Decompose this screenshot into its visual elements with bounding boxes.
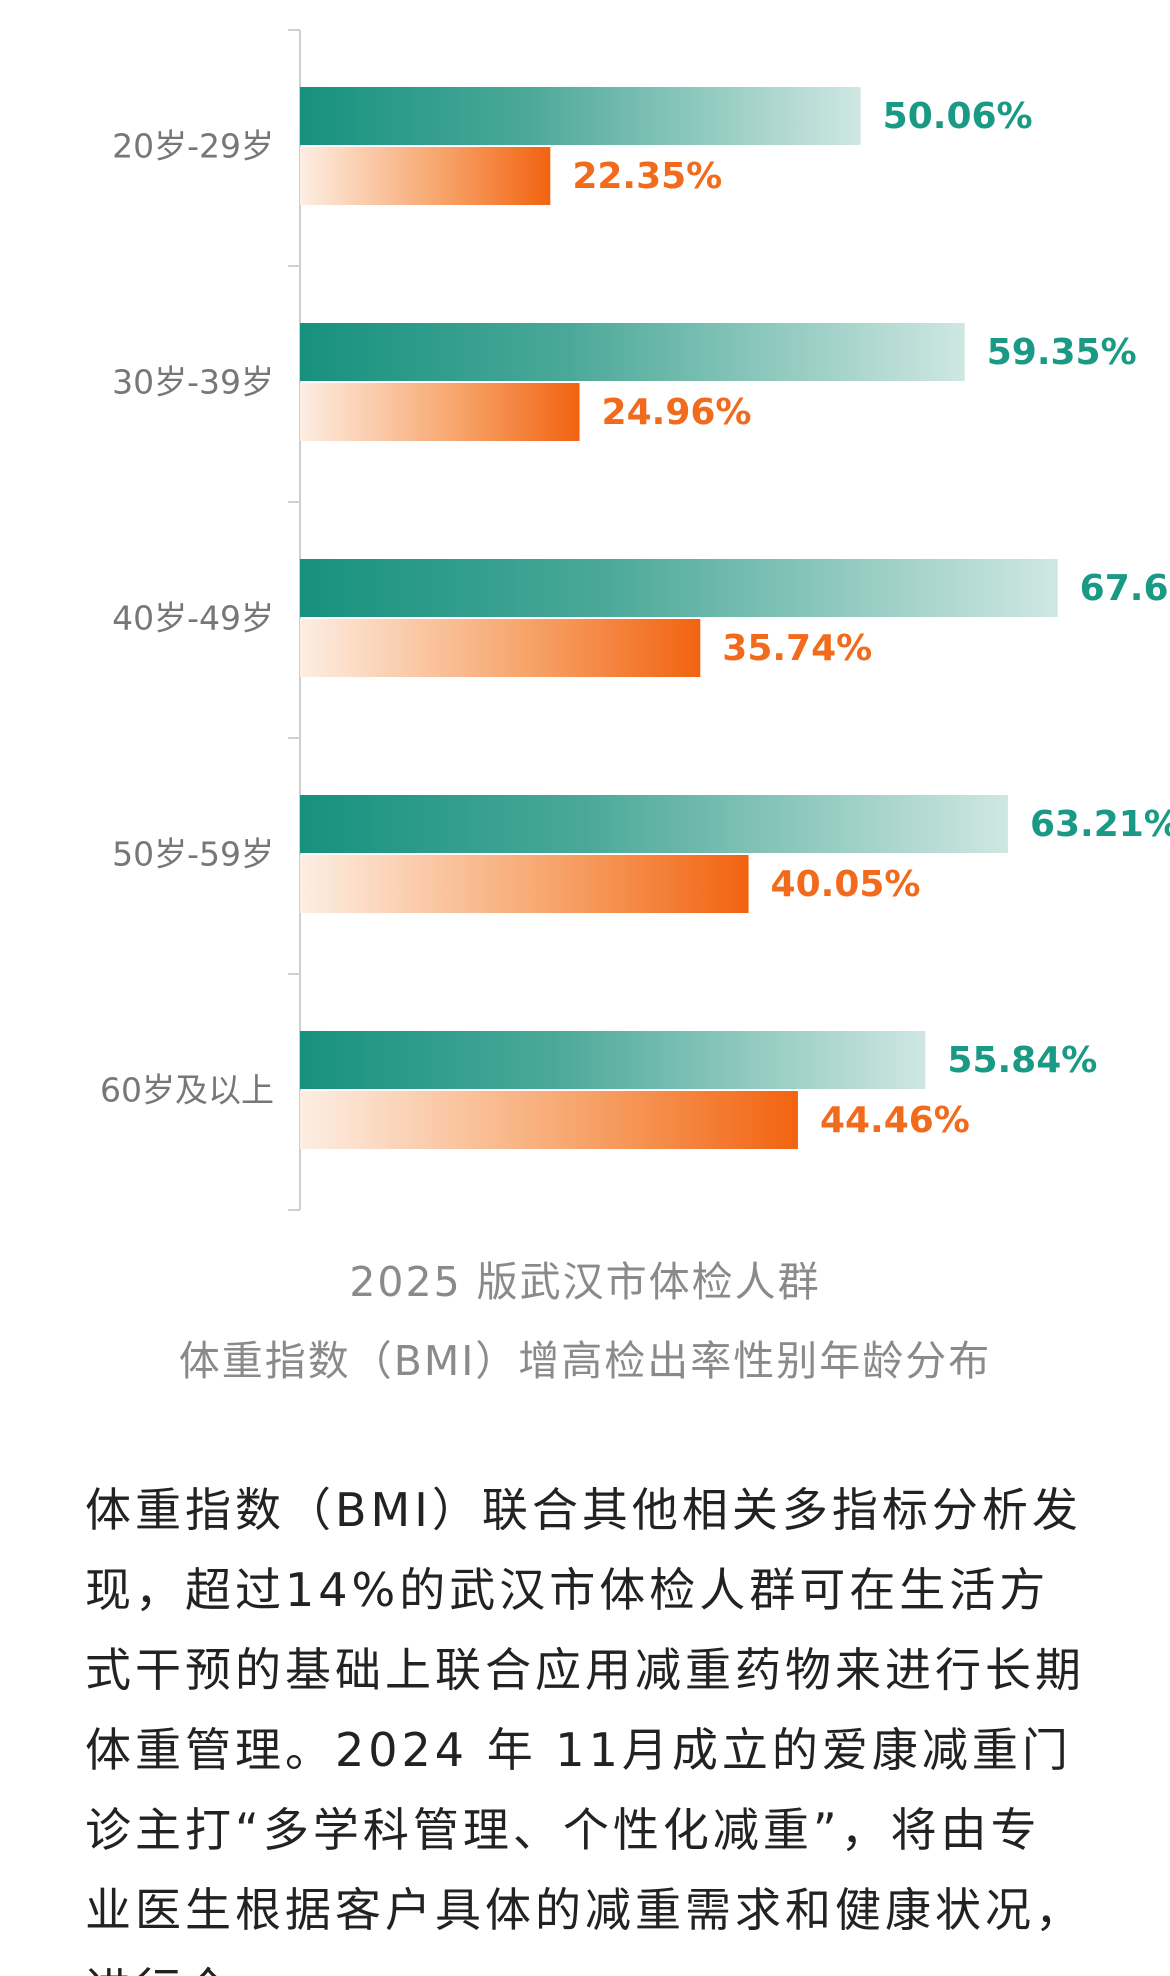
bar-series-teal bbox=[300, 323, 965, 381]
data-label-series-orange: 24.96% bbox=[602, 392, 752, 433]
bar-series-teal bbox=[300, 795, 1008, 853]
bmi-bar-chart: 20岁-29岁 30岁-39岁 40岁-49岁 50岁-59岁 60岁及以上 50.06… bbox=[100, 29, 1170, 1211]
bar-series-orange bbox=[300, 855, 749, 913]
bar-series-orange bbox=[300, 383, 580, 441]
category-label: 20岁-29岁 bbox=[112, 127, 274, 166]
data-label-series-orange: 35.74% bbox=[722, 628, 872, 669]
data-label-series-teal: 67.65% bbox=[1080, 568, 1170, 609]
bar-series-orange bbox=[300, 147, 551, 205]
data-label-series-teal: 55.84% bbox=[947, 1040, 1097, 1081]
bar-series-teal bbox=[300, 559, 1058, 617]
data-label-series-teal: 59.35% bbox=[987, 332, 1137, 373]
category-label: 40岁-49岁 bbox=[112, 599, 274, 638]
category-label: 50岁-59岁 bbox=[112, 835, 274, 874]
data-label-series-teal: 50.06% bbox=[883, 96, 1033, 137]
chart-caption-line-2: 体重指数（BMI）增高检出率性别年龄分布 bbox=[178, 1337, 992, 1385]
data-label-series-orange: 40.05% bbox=[771, 864, 921, 905]
chart-caption-line-1: 2025 版武汉市体检人群 bbox=[349, 1258, 821, 1306]
data-label-series-orange: 44.46% bbox=[820, 1100, 970, 1141]
category-label: 30岁-39岁 bbox=[112, 363, 274, 402]
data-label-series-orange: 22.35% bbox=[572, 156, 722, 197]
body-paragraph: 体重指数（BMI）联合其他相关多指标分析发现，超过14%的武汉市体检人群可在生活… bbox=[85, 1483, 1085, 1976]
bar-series-orange bbox=[300, 619, 701, 677]
category-label: 60岁及以上 bbox=[100, 1071, 274, 1110]
chart-bars: 50.06% 22.35% 59.35% 24.96% 67.65% 35.74% 63.2… bbox=[300, 87, 1170, 1149]
bar-series-teal bbox=[300, 1031, 926, 1089]
bar-series-teal bbox=[300, 87, 861, 145]
data-label-series-teal: 63.21% bbox=[1030, 804, 1170, 845]
bar-series-orange bbox=[300, 1091, 798, 1149]
chart-axis: 20岁-29岁 30岁-39岁 40岁-49岁 50岁-59岁 60岁及以上 bbox=[100, 29, 301, 1211]
